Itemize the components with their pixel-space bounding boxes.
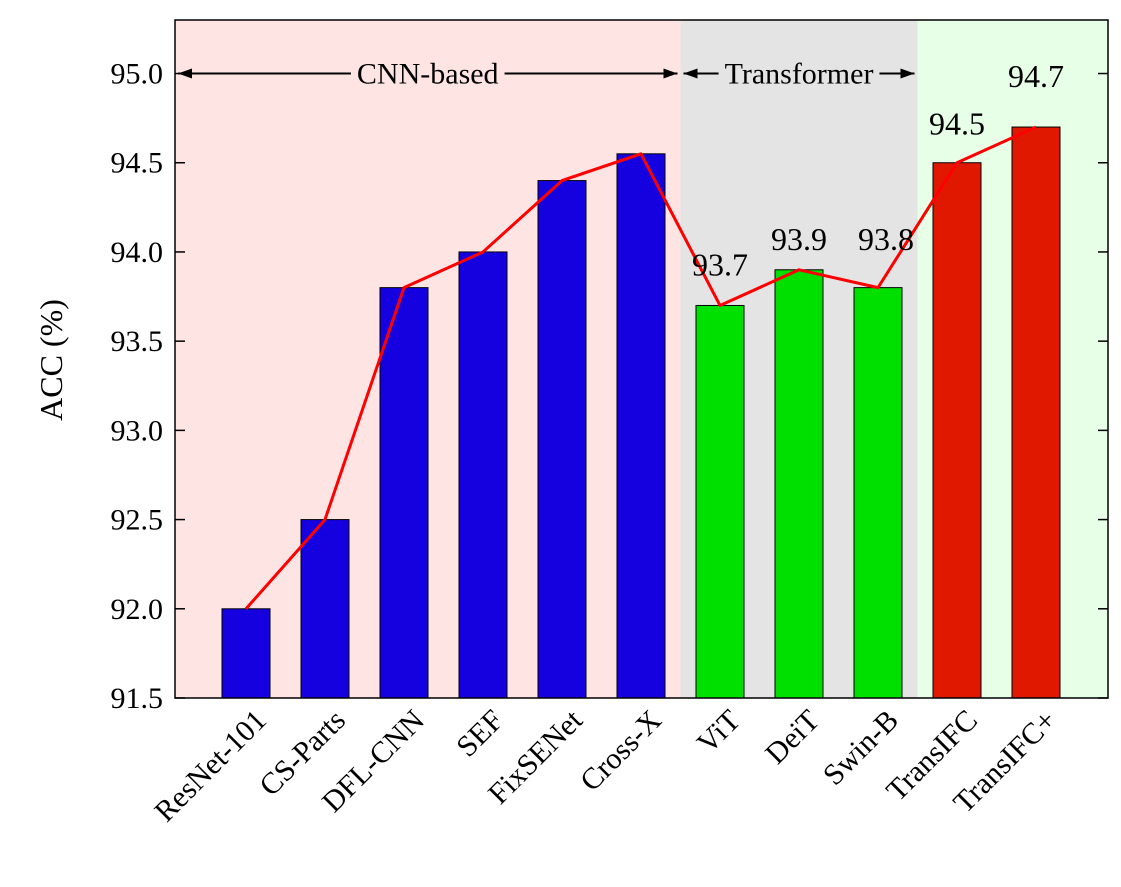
y-axis-title: ACC (%): [33, 299, 69, 421]
y-tick-label: 92.0: [111, 593, 164, 626]
y-tick-label: 93.5: [111, 325, 164, 358]
x-tick-label-sef: SEF: [450, 704, 510, 764]
group-arrow-head: [683, 68, 698, 79]
bar-cs-parts: [300, 519, 350, 699]
data-label-deit: 93.9: [771, 221, 827, 257]
bars: [221, 126, 1061, 699]
group-label-cnn-based: CNN-based: [357, 58, 499, 91]
data-label-transifc-: 94.7: [1008, 58, 1064, 94]
group-arrow-head: [178, 68, 192, 79]
axes-frame: [174, 19, 1109, 699]
plot-frame: [174, 19, 1109, 699]
y-ticks: 91.5 92.0 92.5 93.0 93.5 94.0 94.5 95.0: [111, 58, 1108, 715]
bar-deit: [774, 269, 824, 699]
bar-transifc: [932, 162, 982, 699]
x-tick-label-vit: ViT: [691, 704, 747, 760]
bar-fixsenet: [537, 180, 587, 699]
y-tick-label: 93.0: [111, 414, 164, 447]
x-tick-label-resnet-101: ResNet-101: [148, 704, 273, 829]
y-tick-label: 92.5: [111, 504, 164, 537]
group-arrow-head: [900, 68, 915, 79]
x-tick-label-cross-x: Cross-X: [574, 703, 668, 797]
group-label-transformer: Transformer: [725, 58, 874, 91]
y-tick-label: 95.0: [111, 58, 164, 91]
y-tick-label: 94.0: [111, 236, 164, 269]
group-labels: CNN-based Transformer: [178, 58, 915, 91]
data-label-swin-b: 93.8: [858, 221, 914, 257]
y-tick-label: 91.5: [111, 682, 164, 715]
y-tick-label: 94.5: [111, 147, 164, 180]
trend-line-layer: [244, 125, 1037, 610]
bar-dfl-cnn: [379, 287, 429, 699]
group-arrow-head: [663, 68, 678, 79]
bar-cross-x: [616, 153, 666, 699]
bar-resnet-101: [221, 608, 271, 699]
data-labels: 93.7 93.9 93.8 94.5 94.7: [692, 58, 1064, 282]
bar-transifc-: [1011, 126, 1061, 699]
x-tick-label-deit: DeiT: [759, 704, 826, 771]
bar-sef: [458, 251, 508, 699]
bar-swin-b: [853, 287, 903, 699]
data-label-vit: 93.7: [692, 246, 748, 282]
trend-line: [244, 125, 1037, 610]
bar-vit: [695, 304, 745, 699]
data-label-transifc: 94.5: [929, 106, 985, 142]
